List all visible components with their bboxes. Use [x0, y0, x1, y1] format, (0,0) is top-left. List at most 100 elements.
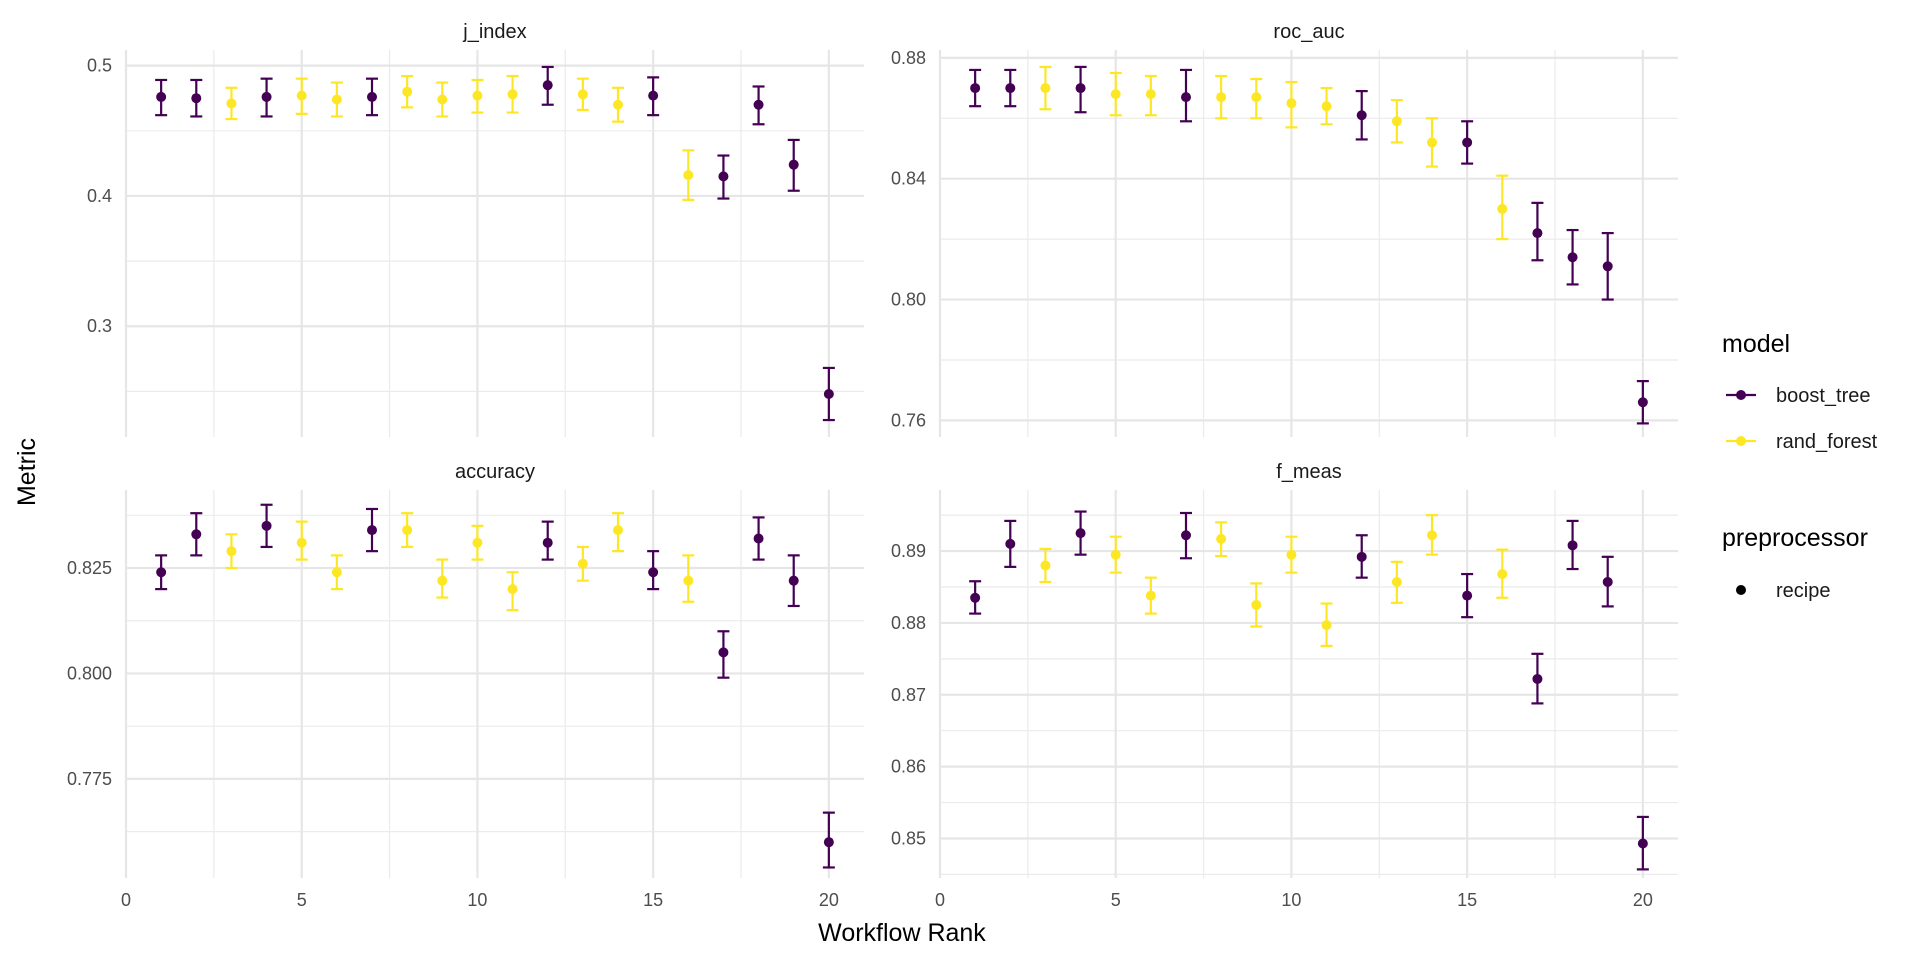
data-point	[753, 533, 764, 544]
data-point	[1637, 838, 1648, 849]
facet-title: j_index	[462, 21, 526, 43]
data-point	[437, 94, 448, 105]
legend-item-boost_tree: boost_tree	[1726, 385, 1871, 407]
x-tick-label: 20	[819, 890, 839, 910]
data-point	[261, 91, 272, 102]
legend-key-point	[1736, 390, 1746, 400]
data-point	[156, 567, 167, 578]
y-tick-label: 0.88	[891, 613, 926, 633]
data-point	[1005, 83, 1016, 94]
data-point	[1602, 576, 1613, 587]
data-point	[823, 837, 834, 848]
y-tick-label: 0.76	[891, 410, 926, 430]
data-point	[331, 94, 342, 105]
data-point	[367, 525, 377, 536]
x-tick-label: 10	[467, 890, 487, 910]
data-point	[613, 99, 623, 110]
x-axis-title: Workflow Rank	[818, 919, 986, 947]
legend-key-point	[1736, 436, 1746, 446]
data-point	[402, 525, 413, 536]
data-point	[1567, 252, 1578, 263]
y-tick-label: 0.5	[87, 56, 112, 76]
data-point	[1110, 89, 1121, 100]
data-point	[1075, 83, 1086, 94]
data-point	[648, 567, 659, 578]
data-point	[613, 525, 623, 536]
legend: model boost_tree rand_forest preprocessor…	[1722, 330, 1878, 602]
data-point	[191, 93, 202, 104]
legend-key-point	[1736, 585, 1746, 595]
x-tick-label: 15	[643, 890, 663, 910]
data-point	[437, 575, 448, 586]
data-point	[367, 91, 377, 102]
x-tick-label: 10	[1281, 890, 1301, 910]
data-point	[542, 537, 553, 548]
data-point	[1216, 533, 1227, 544]
data-point	[1145, 590, 1156, 601]
data-point	[1286, 549, 1297, 560]
data-point	[331, 567, 342, 578]
y-tick-label: 0.3	[87, 316, 112, 336]
y-tick-label: 0.85	[891, 828, 926, 848]
data-point	[1567, 540, 1578, 551]
x-tick-label: 5	[297, 890, 307, 910]
data-point	[1181, 530, 1191, 541]
data-point	[577, 558, 588, 569]
data-point	[226, 98, 237, 109]
x-tick-label: 0	[935, 890, 945, 910]
data-point	[226, 546, 237, 557]
y-axis-title: Metric	[13, 438, 41, 506]
data-point	[542, 80, 553, 91]
data-point	[261, 520, 272, 531]
data-point	[156, 91, 167, 102]
x-tick-label: 15	[1457, 890, 1477, 910]
legend-model-items: boost_tree rand_forest	[1726, 385, 1878, 453]
facet-title: roc_auc	[1273, 21, 1344, 43]
data-point	[1427, 137, 1437, 148]
data-point	[1532, 673, 1543, 684]
facet-panel-roc_auc: 0.76 0.80 0.84 0.88 roc_auc	[891, 21, 1678, 437]
data-point	[1110, 549, 1121, 560]
legend-label: boost_tree	[1776, 385, 1871, 407]
facet-panel-accuracy: 0.775 0.800 0.825 0 5 10 15 20 accuracy	[67, 461, 864, 910]
legend-model-title: model	[1722, 330, 1790, 358]
data-point	[472, 537, 483, 548]
legend-preprocessor-title: preprocessor	[1722, 524, 1868, 552]
data-point	[1532, 228, 1543, 239]
y-tick-label: 0.84	[891, 169, 926, 189]
legend-item-rand_forest: rand_forest	[1726, 431, 1878, 453]
facet-panel-j_index: 0.3 0.4 0.5 j_index	[87, 21, 864, 437]
data-point	[1356, 110, 1367, 121]
x-tick-label: 20	[1633, 890, 1653, 910]
data-point	[683, 170, 694, 181]
data-point	[683, 575, 694, 586]
data-point	[507, 89, 518, 100]
data-point	[577, 89, 588, 100]
data-point	[970, 83, 981, 94]
data-point	[1391, 576, 1402, 587]
data-point	[1637, 397, 1648, 408]
data-point	[1497, 569, 1508, 580]
data-point	[1321, 620, 1332, 631]
data-point	[648, 90, 659, 101]
legend-label: rand_forest	[1776, 431, 1878, 453]
y-tick-label: 0.825	[67, 558, 112, 578]
data-point	[1356, 551, 1367, 562]
data-point	[1216, 92, 1227, 103]
data-point	[718, 171, 729, 182]
data-point	[788, 575, 799, 586]
data-point	[1427, 530, 1437, 541]
data-point	[1286, 98, 1297, 109]
data-point	[296, 537, 307, 548]
data-point	[191, 529, 202, 540]
data-point	[1040, 560, 1051, 571]
facet-title: f_meas	[1276, 461, 1342, 483]
data-point	[1251, 92, 1262, 103]
x-tick-label: 5	[1111, 890, 1121, 910]
data-point	[1005, 538, 1016, 549]
y-tick-label: 0.80	[891, 290, 926, 310]
y-tick-label: 0.800	[67, 663, 112, 683]
y-tick-label: 0.88	[891, 48, 926, 68]
data-point	[753, 99, 764, 110]
